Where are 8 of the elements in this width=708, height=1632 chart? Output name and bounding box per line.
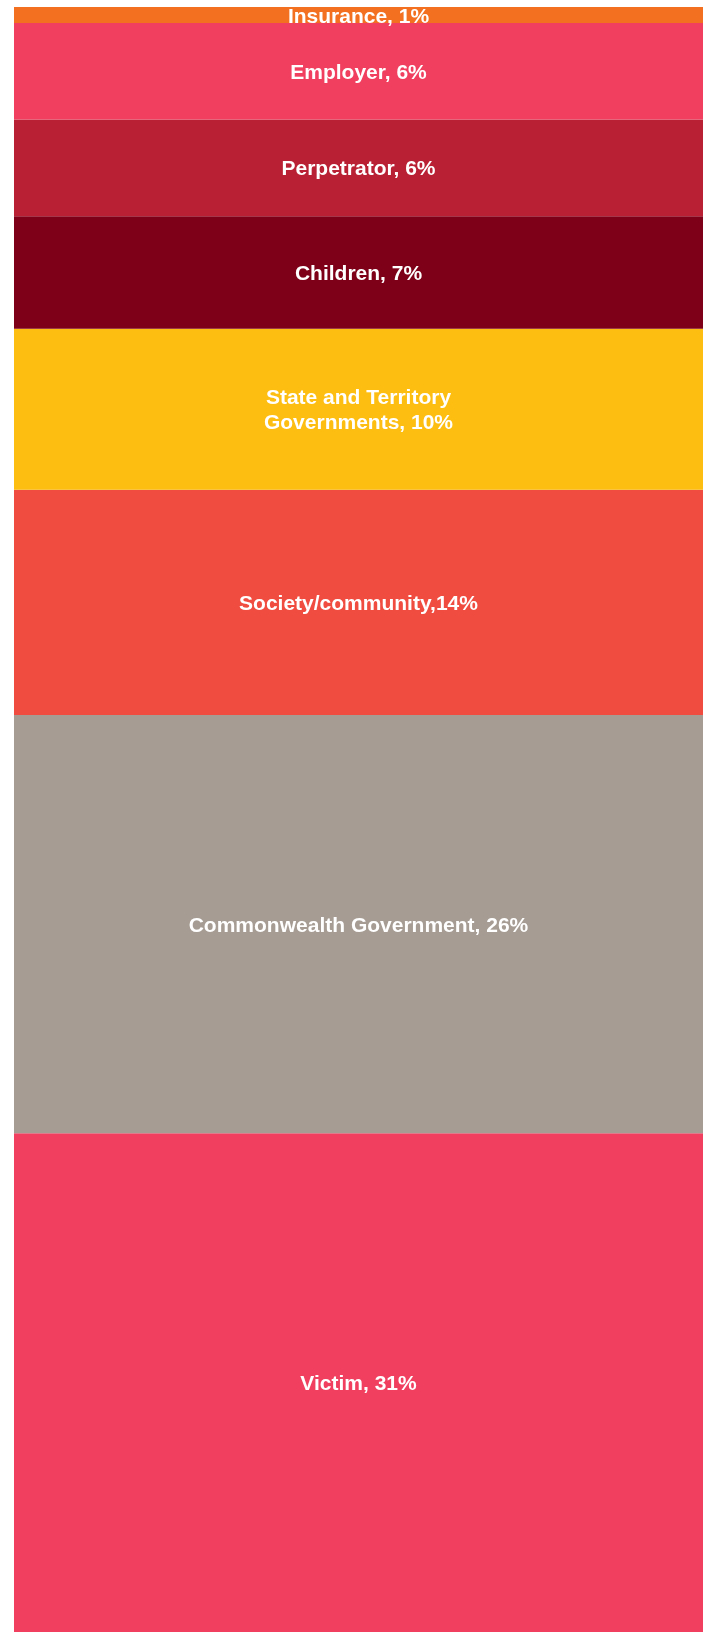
data-label: State and Territory Governments, 10% (263, 385, 454, 434)
data-label: Commonwealth Government, 26% (188, 912, 529, 936)
data-label: Victim, 31% (300, 1371, 417, 1395)
data-label: Employer, 6% (290, 59, 428, 83)
data-label: Society/community,14% (239, 590, 479, 614)
data-label: Insurance, 1% (287, 3, 430, 27)
data-label: Children, 7% (294, 260, 423, 284)
data-label: Perpetrator, 6% (281, 156, 436, 180)
